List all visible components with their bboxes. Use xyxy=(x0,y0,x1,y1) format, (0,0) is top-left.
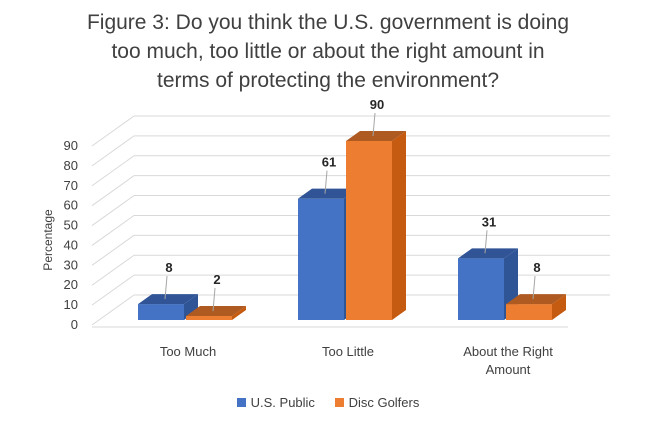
y-axis-ticks: 0 10 20 30 40 50 60 70 80 90 xyxy=(64,138,78,332)
bar-top-disc-golfers-2 xyxy=(506,294,566,305)
data-labels: 8 2 61 90 31 8 xyxy=(164,97,541,312)
bar-top-u-s-public-0 xyxy=(138,294,198,305)
data-label-disc-golfers-1: 90 xyxy=(370,97,384,112)
legend-label-us-public: U.S. Public xyxy=(250,395,315,410)
legend-item-us-public: U.S. Public xyxy=(236,395,315,410)
gridline-depth xyxy=(91,254,135,286)
legend-swatch-disc-golfers xyxy=(334,398,344,407)
data-label-leader xyxy=(532,276,536,300)
gridline-depth xyxy=(91,215,135,246)
category-label: Too Little xyxy=(322,344,374,359)
category-label-line: About the Right xyxy=(463,344,553,359)
gridline-depth xyxy=(91,234,135,266)
chart-title: Figure 3: Do you think the U.S. governme… xyxy=(0,8,656,95)
chart-title-line-1: Figure 3: Do you think the U.S. governme… xyxy=(86,11,570,34)
category-label: Too Much xyxy=(160,344,216,359)
y-tick-label: 30 xyxy=(64,257,78,272)
legend-swatch-us-public xyxy=(236,398,246,407)
y-tick-label: 70 xyxy=(64,178,78,193)
bar-disc-golfers-1 xyxy=(346,141,392,320)
data-label-disc-golfers-2: 8 xyxy=(533,260,540,275)
legend-item-disc-golfers: Disc Golfers xyxy=(334,395,420,410)
bar-side-u-s-public-0 xyxy=(184,294,198,320)
y-tick-label: 60 xyxy=(64,198,78,213)
gridline-depth xyxy=(91,294,135,326)
bar-disc-golfers-2 xyxy=(506,304,552,320)
chart-title-line-3: terms of protecting the environment? xyxy=(156,69,499,92)
bars xyxy=(138,131,566,320)
legend-label-disc-golfers: Disc Golfers xyxy=(348,395,420,410)
bar-top-u-s-public-1 xyxy=(298,188,358,199)
y-tick-label: 80 xyxy=(64,158,78,173)
bar-top-disc-golfers-0 xyxy=(186,306,246,317)
gridline-depth xyxy=(91,155,135,187)
gridline-depth xyxy=(91,195,135,226)
category-label-line: Amount xyxy=(486,362,531,377)
data-label-u-s-public-0: 8 xyxy=(165,260,172,275)
data-label-leader xyxy=(164,276,168,300)
y-tick-label: 0 xyxy=(71,317,78,332)
bar-u-s-public-0 xyxy=(138,304,184,320)
y-axis-label: Percentage xyxy=(41,209,55,271)
bar-u-s-public-1 xyxy=(298,198,344,320)
y-tick-label: 40 xyxy=(64,237,78,252)
bar-top-disc-golfers-1 xyxy=(346,131,406,141)
y-tick-label: 50 xyxy=(64,218,78,233)
gridline-depth xyxy=(91,274,135,306)
data-label-u-s-public-2: 31 xyxy=(482,214,496,229)
chart-title-line-2: too much, too little or about the right … xyxy=(111,40,545,63)
legend: U.S. Public Disc Golfers xyxy=(0,395,656,410)
data-label-disc-golfers-0: 2 xyxy=(213,272,220,287)
data-label-leader xyxy=(484,230,488,254)
bar-u-s-public-2 xyxy=(458,258,504,320)
bar-disc-golfers-0 xyxy=(186,316,232,320)
y-tick-label: 90 xyxy=(64,138,78,153)
data-label-leader xyxy=(212,287,216,312)
y-tick-label: 10 xyxy=(64,297,78,312)
y-tick-label: 20 xyxy=(64,277,78,292)
gridline-depth xyxy=(91,115,135,147)
data-label-leader xyxy=(372,112,376,137)
gridline-depth xyxy=(91,175,135,207)
gridline-depth xyxy=(91,135,135,167)
bar-top-u-s-public-2 xyxy=(458,248,518,259)
bar-side-disc-golfers-0 xyxy=(232,306,246,320)
data-label-leader xyxy=(324,170,328,194)
data-label-u-s-public-1: 61 xyxy=(322,155,336,170)
bar-side-disc-golfers-1 xyxy=(392,131,406,320)
bar-side-disc-golfers-2 xyxy=(552,294,566,320)
x-axis-categories: Too Much Too Little About the Right Amount xyxy=(160,344,553,377)
category-label: About the Right Amount xyxy=(463,344,553,377)
